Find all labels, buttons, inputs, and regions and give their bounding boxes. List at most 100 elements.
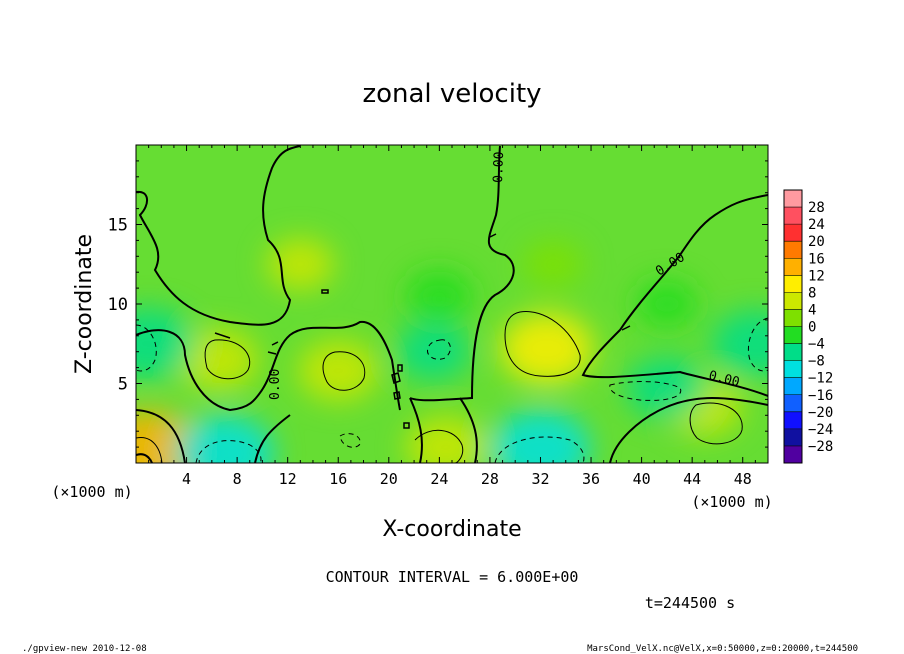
zero-contour bbox=[393, 391, 401, 400]
colorbar-swatch bbox=[784, 275, 802, 293]
zero-contour bbox=[136, 409, 186, 463]
field-feature bbox=[522, 240, 584, 288]
contour-labels: 0.00 0.00 0.00 0.00 bbox=[268, 151, 741, 400]
negative-contour bbox=[339, 433, 361, 448]
colorbar-swatch bbox=[784, 258, 802, 276]
x-tick-label: 32 bbox=[531, 470, 549, 488]
contour-label: 0.00 bbox=[491, 151, 507, 183]
colorbar-swatch bbox=[784, 241, 802, 259]
positive-contour bbox=[204, 339, 251, 380]
field-shading bbox=[136, 238, 768, 463]
y-tick-label: 15 bbox=[108, 216, 128, 236]
contour-lines bbox=[136, 145, 768, 463]
colorbar-label: −4 bbox=[808, 337, 825, 353]
zero-contour bbox=[489, 233, 497, 238]
x-tick-label: 44 bbox=[683, 470, 701, 488]
colorbar-swatch bbox=[784, 224, 802, 242]
field-feature bbox=[266, 238, 335, 291]
y-axis-label: Z-coordinate bbox=[72, 234, 97, 374]
colorbar-swatch bbox=[784, 394, 802, 412]
footer-left: ./gpview-new 2010-12-08 bbox=[22, 644, 147, 654]
field-feature bbox=[136, 307, 196, 380]
x-tick-label: 16 bbox=[329, 470, 347, 488]
colorbar-swatch bbox=[784, 411, 802, 429]
colorbar-label: −24 bbox=[808, 422, 833, 438]
positive-contour bbox=[322, 351, 366, 391]
zero-contour bbox=[136, 453, 153, 463]
contour-label: 0.00 bbox=[707, 368, 741, 390]
negative-contour bbox=[426, 339, 451, 360]
positive-contour bbox=[504, 311, 581, 377]
colorbar-swatch bbox=[784, 292, 802, 310]
colorbar-label: −16 bbox=[808, 388, 833, 404]
zero-contour bbox=[136, 145, 301, 326]
colorbar-swatch bbox=[784, 428, 802, 446]
time-text: t=244500 s bbox=[645, 594, 735, 612]
positive-contour bbox=[414, 429, 464, 463]
colorbar-label: 20 bbox=[808, 234, 825, 250]
colorbar-label: 8 bbox=[808, 285, 816, 301]
field-feature bbox=[711, 310, 768, 378]
chart-title: zonal velocity bbox=[362, 79, 541, 109]
field-feature bbox=[626, 357, 708, 420]
positive-contour bbox=[689, 402, 743, 445]
zero-contour bbox=[321, 289, 329, 294]
zero-contour bbox=[136, 320, 401, 412]
x-tick-label: 8 bbox=[233, 470, 242, 488]
colorbar-label: 28 bbox=[808, 200, 825, 216]
colorbar-swatch bbox=[784, 207, 802, 225]
x-tick-label: 12 bbox=[279, 470, 297, 488]
colorbar-label: −28 bbox=[808, 439, 833, 455]
colorbar-label: −20 bbox=[808, 405, 833, 421]
plot-area: 0.00 0.00 0.00 0.00 bbox=[136, 145, 768, 463]
zero-contour bbox=[214, 332, 231, 339]
x-tick-label: 48 bbox=[734, 470, 752, 488]
zero-contour bbox=[581, 194, 768, 397]
x-axis-ticks: 4 8 12 16 20 24 28 32 36 40 44 48 bbox=[148, 145, 756, 488]
zero-contour bbox=[409, 397, 423, 463]
negative-contour bbox=[136, 324, 157, 372]
negative-contour bbox=[195, 440, 262, 463]
x-tick-label: 40 bbox=[633, 470, 651, 488]
colorbar-label: 16 bbox=[808, 251, 825, 267]
colorbar-swatch bbox=[784, 360, 802, 378]
colorbar-swatch bbox=[784, 190, 802, 208]
negative-contour bbox=[494, 436, 585, 463]
x-tick-label: 4 bbox=[182, 470, 191, 488]
field-feature bbox=[405, 270, 474, 323]
colorbar-label: −8 bbox=[808, 354, 825, 370]
colorbar-label: 12 bbox=[808, 268, 825, 284]
field-feature bbox=[405, 416, 486, 463]
colorbar-label: 4 bbox=[808, 302, 816, 318]
y-tick-label: 10 bbox=[108, 295, 128, 315]
zero-contour bbox=[409, 145, 515, 402]
zero-contour bbox=[254, 414, 291, 463]
zero-contour bbox=[609, 397, 768, 463]
colorbar-swatch bbox=[784, 326, 802, 344]
colorbar-swatch bbox=[784, 445, 802, 463]
zero-contour bbox=[397, 364, 403, 372]
field-feature bbox=[174, 414, 275, 463]
colorbar-label: 24 bbox=[808, 217, 825, 233]
field-feature bbox=[500, 312, 594, 385]
field-feature bbox=[395, 323, 471, 381]
zero-contour bbox=[621, 325, 631, 331]
zero-contour bbox=[391, 372, 401, 384]
y-tick-label: 5 bbox=[118, 375, 128, 395]
field-feature bbox=[636, 280, 698, 328]
zero-contour bbox=[267, 341, 279, 355]
x-axis-label: X-coordinate bbox=[382, 517, 521, 542]
x-tick-label: 20 bbox=[380, 470, 398, 488]
field-feature bbox=[490, 410, 591, 463]
contour-interval-text: CONTOUR INTERVAL = 6.000E+00 bbox=[326, 568, 579, 586]
footer-right: MarsCond_VelX.nc@VelX,x=0:50000,z=0:2000… bbox=[587, 644, 858, 654]
colorbar-swatch bbox=[784, 309, 802, 327]
z-unit-label: (×1000 m) bbox=[51, 483, 132, 501]
colorbar-swatch bbox=[784, 343, 802, 361]
colorbar-swatch bbox=[784, 377, 802, 395]
colorbar-label: 0 bbox=[808, 320, 816, 336]
x-unit-label: (×1000 m) bbox=[691, 493, 772, 511]
colorbar-label: −12 bbox=[808, 371, 833, 387]
x-tick-label: 28 bbox=[481, 470, 499, 488]
